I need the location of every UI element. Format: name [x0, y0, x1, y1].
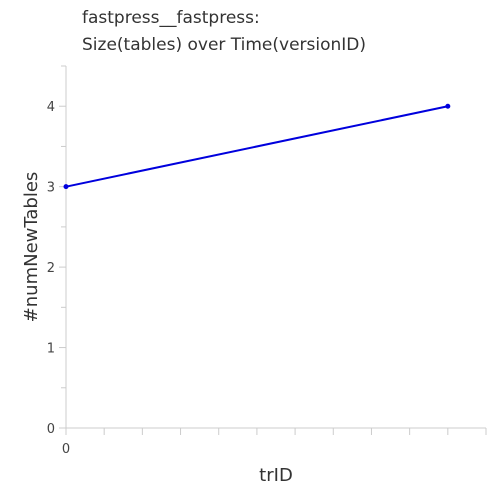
axes [65, 66, 486, 429]
series-line [65, 105, 449, 188]
x-axis-ticks: 0 [62, 428, 487, 457]
chart-title-line-1: fastpress__fastpress: [82, 8, 260, 28]
data-point [63, 184, 69, 190]
data-point [445, 103, 451, 109]
y-tick-label: 4 [47, 100, 55, 115]
x-tick-label: 0 [62, 442, 70, 457]
x-axis-label: trID [259, 465, 293, 486]
y-tick-label: 0 [47, 422, 55, 437]
series-layer [63, 103, 451, 190]
y-tick-label: 3 [47, 181, 55, 196]
y-axis-ticks: 0 1 2 3 4 [47, 65, 66, 437]
y-axis-label: #numNewTables [21, 172, 42, 323]
y-tick-label: 1 [47, 342, 55, 357]
y-tick-label: 2 [47, 261, 55, 276]
chart-title-line-2: Size(tables) over Time(versionID) [82, 35, 366, 55]
chart-title: fastpress__fastpress: Size(tables) over … [82, 8, 366, 55]
